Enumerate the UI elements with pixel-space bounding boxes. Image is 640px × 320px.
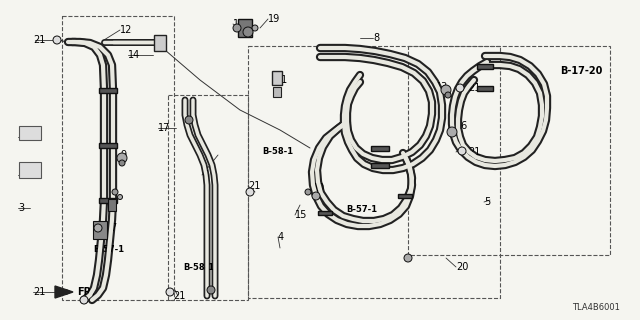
Text: 5: 5	[484, 197, 490, 207]
Circle shape	[117, 153, 127, 163]
Circle shape	[233, 24, 241, 32]
Text: B-57-1: B-57-1	[93, 244, 124, 253]
Circle shape	[166, 288, 174, 296]
Bar	[371, 163, 389, 167]
Text: 19: 19	[268, 14, 280, 24]
Text: 18: 18	[233, 19, 245, 29]
Circle shape	[445, 92, 451, 98]
Text: 11: 11	[276, 75, 288, 85]
Circle shape	[458, 147, 466, 155]
Bar	[99, 197, 117, 203]
Bar	[371, 146, 389, 150]
Text: 12: 12	[120, 25, 132, 35]
Bar	[108, 199, 116, 211]
Bar	[93, 221, 107, 239]
Text: TLA4B6001: TLA4B6001	[572, 303, 620, 312]
Bar	[238, 19, 252, 37]
Bar	[477, 63, 493, 68]
Circle shape	[118, 195, 122, 199]
Circle shape	[456, 84, 464, 92]
Bar	[62, 16, 174, 300]
Bar	[248, 46, 500, 298]
Text: 9: 9	[120, 150, 126, 160]
Text: 21: 21	[468, 147, 481, 157]
Text: 21: 21	[248, 181, 260, 191]
Bar	[19, 162, 41, 178]
Bar	[408, 46, 610, 255]
Text: 7: 7	[110, 223, 116, 233]
Bar	[154, 35, 166, 51]
Circle shape	[112, 189, 118, 195]
Text: 21: 21	[33, 35, 45, 45]
Text: 14: 14	[128, 50, 140, 60]
Circle shape	[207, 286, 215, 294]
Circle shape	[447, 127, 457, 137]
Circle shape	[441, 85, 451, 95]
Text: 21: 21	[173, 291, 186, 301]
Bar	[168, 95, 248, 300]
Text: B-17-20: B-17-20	[560, 66, 602, 76]
Text: 21: 21	[33, 287, 45, 297]
Bar	[19, 126, 41, 140]
Bar	[318, 211, 332, 215]
Circle shape	[243, 27, 253, 37]
Polygon shape	[55, 286, 73, 298]
Circle shape	[246, 188, 254, 196]
Circle shape	[119, 160, 125, 166]
Circle shape	[80, 296, 88, 304]
Text: B-57-1: B-57-1	[346, 204, 377, 213]
Bar	[477, 85, 493, 91]
Bar	[99, 87, 117, 92]
Bar	[398, 194, 412, 198]
Circle shape	[312, 192, 320, 200]
Text: 10: 10	[313, 183, 325, 193]
Circle shape	[404, 254, 412, 262]
Text: 4: 4	[278, 232, 284, 242]
Text: B-58-1: B-58-1	[262, 148, 293, 156]
Bar	[272, 71, 282, 85]
Circle shape	[53, 36, 61, 44]
Text: 16: 16	[456, 121, 468, 131]
Text: 3: 3	[18, 203, 24, 213]
Text: 13: 13	[436, 82, 448, 92]
Text: 2: 2	[18, 170, 24, 180]
Text: 17: 17	[158, 123, 170, 133]
Circle shape	[185, 116, 193, 124]
Text: 15: 15	[295, 210, 307, 220]
Text: FR.: FR.	[77, 287, 95, 297]
Circle shape	[252, 25, 258, 31]
Text: 21: 21	[468, 83, 481, 93]
Text: 8: 8	[373, 33, 379, 43]
Text: B-58-1: B-58-1	[183, 263, 214, 273]
Circle shape	[94, 224, 102, 232]
Bar	[99, 142, 117, 148]
Circle shape	[305, 189, 311, 195]
Text: 20: 20	[456, 262, 468, 272]
Text: 1: 1	[18, 132, 24, 142]
Bar	[273, 87, 281, 97]
Text: 6: 6	[202, 170, 208, 180]
